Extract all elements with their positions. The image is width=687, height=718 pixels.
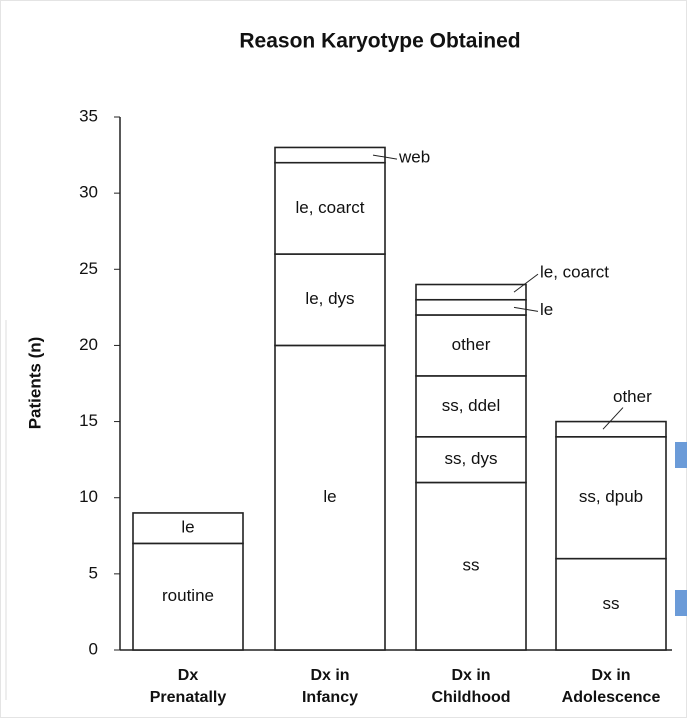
x-tick-label-line: Prenatally bbox=[150, 689, 227, 706]
marker bbox=[675, 442, 687, 468]
segment-label: routine bbox=[162, 586, 214, 605]
y-tick-label: 25 bbox=[79, 259, 98, 278]
segment-label: le bbox=[323, 487, 336, 506]
bar-segment bbox=[555, 435, 667, 560]
segment-label: le, coarct bbox=[540, 263, 609, 282]
y-axis-label: Patients (n) bbox=[25, 337, 44, 430]
bar-segment bbox=[415, 375, 527, 438]
marker bbox=[675, 590, 687, 616]
bar-segment bbox=[415, 298, 527, 316]
segment-label: ss, ddel bbox=[442, 396, 501, 415]
y-tick-label: 5 bbox=[89, 563, 98, 582]
x-tick-label-line: Adolescence bbox=[562, 689, 661, 706]
x-tick-label-line: Childhood bbox=[431, 689, 510, 706]
segment-label: other bbox=[613, 387, 652, 406]
bar-segment bbox=[415, 283, 527, 301]
segment-label: ss bbox=[603, 594, 620, 613]
x-tick-label: Dx in Infancy bbox=[302, 667, 358, 706]
x-tick-label: Dx Prenatally bbox=[150, 667, 227, 706]
y-tick-label: 35 bbox=[79, 106, 98, 125]
segment-label: ss, dys bbox=[445, 449, 498, 468]
x-tick-label: Dx in Childhood bbox=[431, 667, 510, 706]
bar-segment bbox=[415, 481, 527, 651]
callout-line bbox=[372, 154, 398, 160]
segment-label: le bbox=[181, 518, 194, 537]
y-tick-label: 15 bbox=[79, 411, 98, 430]
bar-segment bbox=[555, 420, 667, 438]
y-tick-label: 30 bbox=[79, 183, 98, 202]
y-tick-label: 20 bbox=[79, 335, 98, 354]
x-tick-label-line: Dx in bbox=[310, 667, 349, 684]
x-tick-label-line: Dx in bbox=[591, 667, 630, 684]
bar-segment bbox=[274, 161, 386, 255]
callout-line bbox=[602, 407, 624, 430]
x-tick-label-line: Infancy bbox=[302, 689, 358, 706]
bar-segment bbox=[274, 344, 386, 651]
segment-label: le, dys bbox=[305, 289, 354, 308]
bar-segment bbox=[132, 542, 244, 651]
segment-label: ss bbox=[463, 556, 480, 575]
bar-segment bbox=[132, 512, 244, 545]
callout-line bbox=[513, 273, 539, 293]
bar-segment bbox=[274, 146, 386, 164]
segment-label: ss, dpub bbox=[579, 487, 643, 506]
y-tick-label: 0 bbox=[89, 639, 98, 658]
x-tick-label: Dx in Adolescence bbox=[562, 667, 661, 706]
x-tick-label-line: Dx in bbox=[451, 667, 490, 684]
segment-label: le bbox=[540, 300, 553, 319]
segment-label: le, coarct bbox=[296, 198, 365, 217]
segment-label: other bbox=[452, 335, 491, 354]
segment-label: web bbox=[398, 148, 430, 167]
y-tick-label: 10 bbox=[79, 487, 98, 506]
callout-line bbox=[513, 306, 539, 312]
x-tick-label-line: Dx bbox=[178, 667, 199, 684]
chart-title: Reason Karyotype Obtained bbox=[239, 30, 520, 53]
